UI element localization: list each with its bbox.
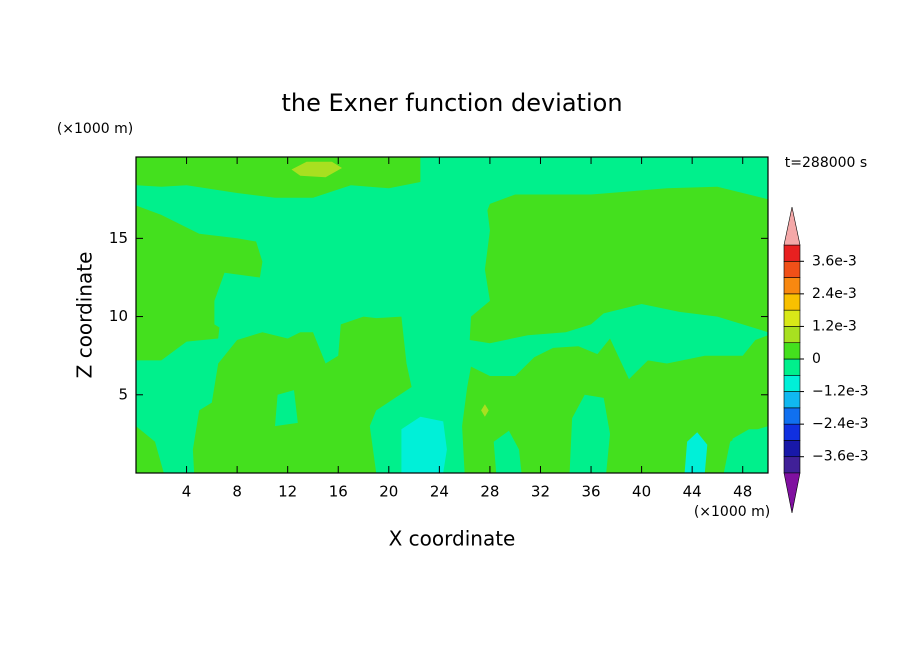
colorbar-box bbox=[783, 440, 801, 458]
contour-region bbox=[136, 426, 164, 473]
x-tick-label: 32 bbox=[531, 483, 550, 501]
contour-region bbox=[684, 432, 708, 473]
contour-region bbox=[275, 390, 298, 427]
x-tick-label: 36 bbox=[581, 483, 600, 501]
contour-region bbox=[481, 404, 489, 417]
y-tick-label: 5 bbox=[118, 385, 128, 403]
colorbar-box bbox=[783, 342, 801, 360]
colorbar-box bbox=[783, 277, 801, 295]
colorbar-label: 1.2e-3 bbox=[812, 318, 857, 334]
time-annotation: t=288000 s bbox=[785, 155, 867, 171]
x-tick-label: 4 bbox=[182, 483, 192, 501]
colorbar-label: 0 bbox=[812, 351, 821, 367]
colorbar-over bbox=[783, 206, 801, 246]
y-unit: (×1000 m) bbox=[57, 121, 133, 137]
y-tick-label: 15 bbox=[109, 229, 128, 247]
contour-region bbox=[730, 429, 768, 473]
colorbar-box bbox=[783, 260, 801, 278]
colorbar-label: −1.2e-3 bbox=[812, 384, 869, 400]
contour-region bbox=[291, 161, 342, 178]
x-tick-label: 24 bbox=[430, 483, 449, 501]
contour-region bbox=[136, 157, 421, 198]
x-axis-label: X coordinate bbox=[389, 527, 516, 551]
contour-region bbox=[401, 416, 447, 473]
colorbar-box bbox=[783, 456, 801, 474]
x-tick-label: 16 bbox=[329, 483, 348, 501]
plot-frame bbox=[135, 156, 769, 474]
colorbar-box bbox=[783, 423, 801, 441]
contour-region bbox=[493, 430, 522, 473]
colorbar-box bbox=[783, 244, 801, 262]
y-tick-label: 10 bbox=[109, 307, 128, 325]
y-axis-label: Z coordinate bbox=[73, 252, 97, 379]
x-tick-label: 40 bbox=[632, 483, 651, 501]
contour-field bbox=[136, 157, 768, 473]
colorbar-label: 2.4e-3 bbox=[812, 286, 857, 302]
contour-region bbox=[136, 205, 263, 361]
colorbar-box bbox=[783, 407, 801, 425]
colorbar-box bbox=[783, 293, 801, 311]
colorbar-under bbox=[783, 472, 801, 514]
x-tick-label: 28 bbox=[480, 483, 499, 501]
colorbar-box bbox=[783, 326, 801, 344]
x-tick-label: 44 bbox=[683, 483, 702, 501]
x-tick-label: 12 bbox=[278, 483, 297, 501]
colorbar-box bbox=[783, 391, 801, 409]
chart-title: the Exner function deviation bbox=[281, 89, 622, 117]
contour-region bbox=[192, 316, 412, 473]
x-unit: (×1000 m) bbox=[694, 504, 770, 520]
colorbar-label: −3.6e-3 bbox=[812, 449, 869, 465]
contour-region bbox=[469, 186, 768, 344]
colorbar-label: 3.6e-3 bbox=[812, 253, 857, 269]
x-tick-label: 48 bbox=[733, 483, 752, 501]
x-tick-label: 8 bbox=[232, 483, 242, 501]
colorbar-box bbox=[783, 309, 801, 327]
colorbar-label: −2.4e-3 bbox=[812, 416, 869, 432]
x-tick-label: 20 bbox=[379, 483, 398, 501]
contour-region bbox=[569, 394, 610, 473]
colorbar-box bbox=[783, 358, 801, 376]
colorbar-box bbox=[783, 374, 801, 392]
